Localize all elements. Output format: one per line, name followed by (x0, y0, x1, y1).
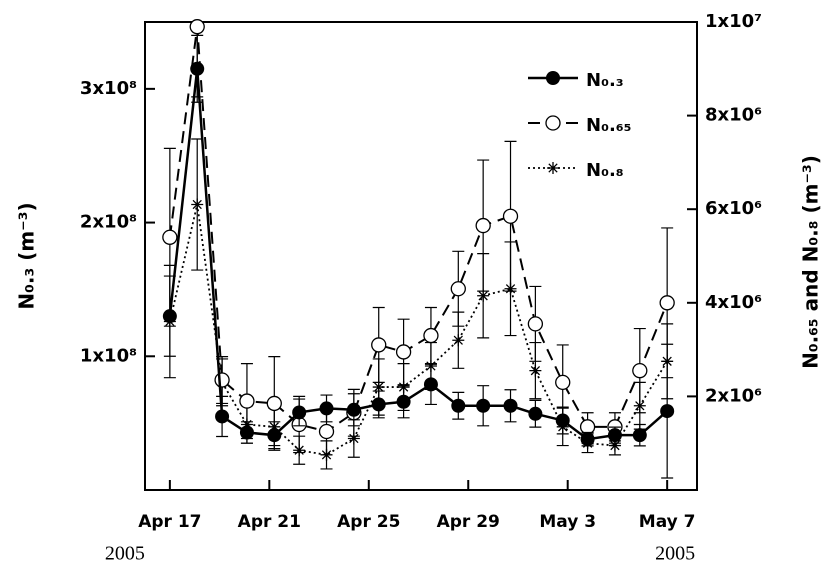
marker (608, 439, 621, 452)
marker (477, 289, 490, 302)
marker (372, 381, 385, 394)
marker (189, 19, 205, 35)
series-line (168, 26, 669, 433)
marker (162, 309, 177, 324)
year-annotation: 2005 (105, 543, 145, 565)
marker (528, 406, 543, 421)
x-tick-label: May 7 (639, 512, 696, 532)
x-tick-label: Apr 25 (337, 512, 400, 532)
y2-axis-label: N₀.₆₅ and N₀.₈ (m⁻³) (799, 155, 823, 369)
marker (319, 401, 334, 416)
marker (555, 374, 571, 391)
marker (347, 432, 360, 445)
y-tick-label: 1x10⁸ (80, 345, 137, 366)
marker (215, 409, 230, 424)
marker (659, 295, 675, 311)
marker (451, 398, 466, 413)
plot-frame (144, 21, 698, 491)
marker (450, 281, 466, 297)
marker (162, 229, 178, 245)
marker (475, 217, 491, 234)
marker (292, 405, 307, 420)
marker (239, 425, 254, 440)
x-tick-label: Apr 29 (437, 512, 500, 532)
marker (545, 115, 561, 131)
y2-tick-label: 2x10⁶ (705, 385, 762, 406)
marker (371, 397, 386, 412)
marker (580, 432, 595, 447)
marker (190, 61, 205, 76)
marker (527, 316, 544, 332)
marker (266, 395, 282, 412)
year-annotation: 2005 (655, 543, 695, 565)
y-tick-label: 2x10⁸ (80, 212, 137, 233)
y-axis-label: N₀.₃ (m⁻³) (15, 202, 39, 309)
y2-tick-label: 4x10⁶ (705, 292, 762, 313)
marker (476, 398, 491, 413)
marker (529, 364, 542, 377)
marker (396, 394, 411, 409)
marker (452, 334, 465, 347)
x-tick-label: Apr 17 (138, 512, 201, 532)
marker (318, 423, 335, 440)
marker (660, 404, 675, 419)
x-tick-label: May 3 (539, 512, 596, 532)
y2-tick-label: 8x10⁶ (705, 105, 762, 126)
marker (546, 71, 560, 85)
marker (191, 198, 204, 211)
marker (632, 428, 647, 443)
marker (371, 337, 387, 353)
marker (579, 419, 596, 435)
marker (239, 393, 255, 409)
marker (555, 413, 570, 428)
marker (423, 327, 439, 344)
series-line (168, 204, 668, 456)
marker (547, 162, 559, 174)
marker (632, 363, 648, 379)
y2-tick-label: 6x10⁶ (705, 198, 762, 219)
y-tick-label: 3x10⁸ (80, 78, 137, 99)
marker (395, 344, 412, 360)
y2-tick-label: 1x10⁷ (705, 11, 762, 32)
marker (214, 372, 230, 388)
marker (346, 402, 361, 417)
marker (503, 398, 518, 413)
marker (423, 377, 438, 392)
legend-label: N₀.₃ (586, 70, 624, 91)
legend-label: N₀.₆₅ (586, 115, 632, 136)
x-tick-label: Apr 21 (238, 512, 301, 532)
marker (502, 208, 519, 224)
legend-label: N₀.₈ (586, 160, 624, 181)
marker (267, 428, 282, 443)
marker (607, 428, 622, 443)
